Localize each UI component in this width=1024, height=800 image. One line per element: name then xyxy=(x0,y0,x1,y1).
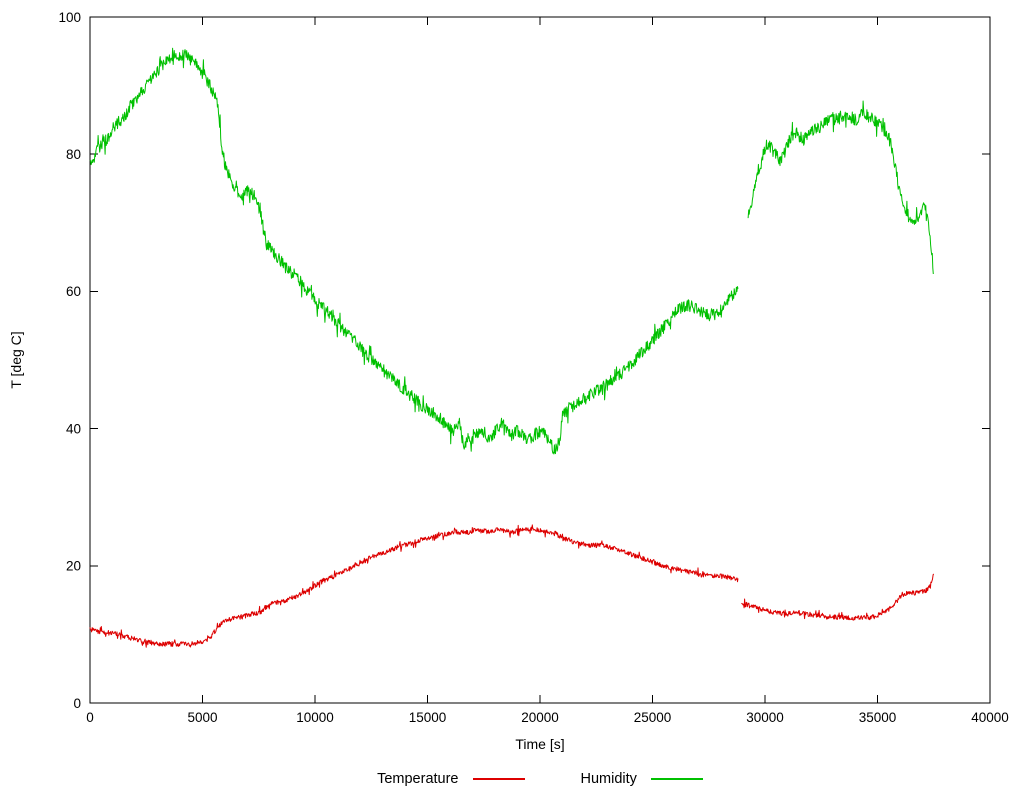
svg-text:20: 20 xyxy=(66,559,81,574)
legend-label-humidity: Humidity xyxy=(580,771,637,787)
legend-label-temperature: Temperature xyxy=(377,771,459,787)
x-axis-label: Time [s] xyxy=(515,736,565,752)
svg-text:15000: 15000 xyxy=(409,710,447,725)
y-axis-label: T [deg C] xyxy=(8,331,24,389)
svg-text:40: 40 xyxy=(66,421,81,436)
svg-text:60: 60 xyxy=(66,284,81,299)
temperature-line-swatch xyxy=(472,778,525,780)
svg-text:10000: 10000 xyxy=(296,710,334,725)
legend: Temperature Humidity xyxy=(0,771,1024,787)
svg-text:5000: 5000 xyxy=(187,710,217,725)
svg-text:0: 0 xyxy=(86,710,94,725)
humidity-line-swatch xyxy=(650,778,703,780)
svg-text:80: 80 xyxy=(66,147,81,162)
svg-text:0: 0 xyxy=(73,696,81,711)
svg-text:20000: 20000 xyxy=(521,710,559,725)
svg-text:30000: 30000 xyxy=(746,710,784,725)
legend-item-temperature: Temperature xyxy=(377,771,525,787)
svg-text:100: 100 xyxy=(58,10,81,25)
svg-text:40000: 40000 xyxy=(971,710,1009,725)
svg-text:25000: 25000 xyxy=(634,710,672,725)
legend-item-humidity: Humidity xyxy=(581,771,703,787)
svg-text:35000: 35000 xyxy=(859,710,897,725)
